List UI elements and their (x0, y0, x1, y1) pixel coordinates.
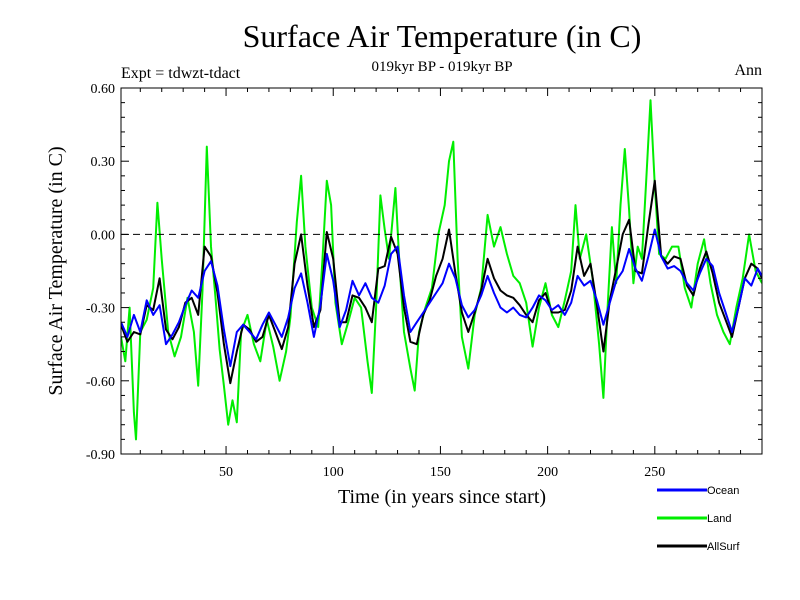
y-tick-label: -0.90 (86, 448, 115, 463)
legend-label-allsurf: AllSurf (707, 541, 740, 553)
y-tick-label: -0.30 (86, 302, 115, 317)
plot-frame (120, 87, 763, 455)
season-label: Ann (734, 62, 762, 79)
y-tick-label: 0.30 (91, 155, 116, 170)
x-tick-label: 200 (537, 465, 558, 480)
y-tick-label: 0.60 (91, 82, 116, 97)
x-axis-label: Time (in years since start) (338, 486, 546, 508)
y-axis-label: Surface Air Temperature (in C) (45, 146, 67, 395)
chart-subtitle: 019kyr BP - 019kyr BP (371, 59, 512, 75)
x-tick-label: 50 (219, 465, 233, 480)
y-tick-label: 0.00 (91, 228, 116, 243)
x-tick-label: 150 (430, 465, 451, 480)
legend-label-land: Land (707, 513, 731, 525)
legend: Ocean Land AllSurf (657, 485, 740, 553)
chart-title: Surface Air Temperature (in C) (243, 18, 642, 54)
x-tick-label: 100 (323, 465, 344, 480)
legend-label-ocean: Ocean (707, 485, 739, 497)
series-line-land (121, 99, 762, 441)
experiment-label: Expt = tdwzt-tdact (121, 65, 241, 82)
series-line-allsurf (121, 179, 762, 385)
y-tick-label: -0.60 (86, 375, 115, 390)
x-tick-label: 250 (644, 465, 665, 480)
series-line-ocean (121, 228, 762, 368)
